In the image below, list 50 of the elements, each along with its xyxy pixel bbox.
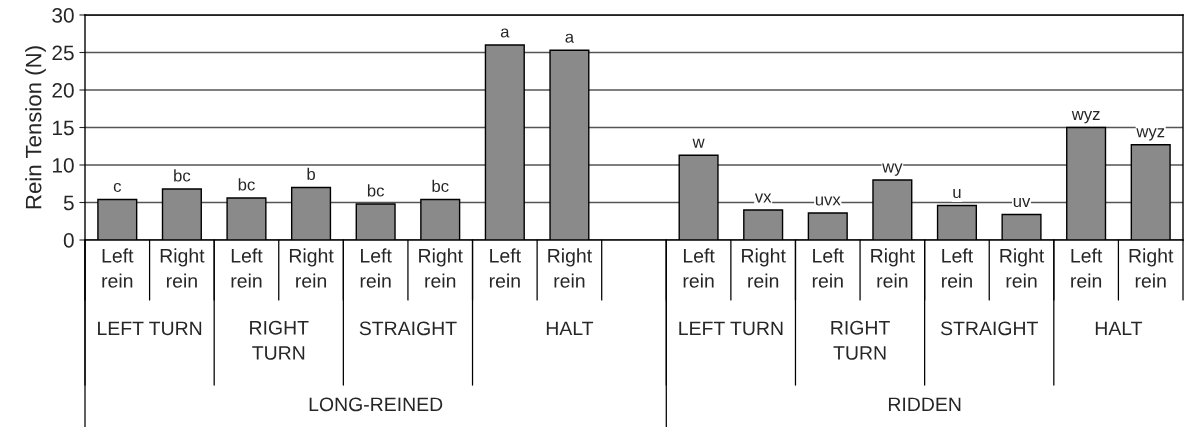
- data-label: bc: [432, 179, 449, 193]
- data-label: a: [500, 28, 510, 38]
- y-axis-title: Rein Tension (N): [25, 46, 46, 209]
- data-label: bc: [238, 178, 255, 191]
- data-label: uv: [1013, 198, 1031, 208]
- data-label: wy: [882, 163, 903, 176]
- x-tick-label: Left rein: [360, 248, 392, 288]
- x-tick-label: Left rein: [489, 248, 521, 288]
- y-tick-label: 20: [52, 83, 74, 98]
- text: RIGHT TURN: [250, 320, 309, 360]
- y-tick-label: 10: [53, 158, 74, 173]
- data-label: w: [692, 138, 705, 148]
- x-tick-label: Right rein: [1129, 248, 1174, 288]
- text: RIDDEN: [888, 397, 961, 412]
- y-tick-label: 15: [53, 120, 74, 136]
- data-label: c: [113, 182, 122, 193]
- x-tick-label: Right rein: [548, 248, 592, 288]
- data-label: wyz: [1071, 111, 1100, 124]
- data-label: bc: [174, 169, 191, 182]
- x-tick-label: Right rein: [419, 248, 463, 288]
- x-tick-label: Right rein: [871, 248, 915, 288]
- x-tick-label: Right rein: [289, 248, 334, 288]
- x-tick-label: Right rein: [742, 248, 786, 288]
- data-label: wyz: [1136, 128, 1165, 141]
- x-tick-label: Right rein: [160, 248, 205, 288]
- x-tick-label: Left rein: [812, 248, 844, 288]
- text: STRAIGHT: [940, 321, 1038, 336]
- data-label: u: [953, 189, 961, 199]
- text: LEFT TURN: [98, 321, 202, 336]
- x-tick-label: Left rein: [942, 248, 974, 288]
- text: HALT: [1095, 321, 1143, 336]
- x-tick-label: Left rein: [102, 248, 134, 288]
- y-tick-label: 0: [63, 233, 74, 248]
- text: LEFT TURN: [679, 321, 783, 336]
- text: LONG-REINED: [309, 397, 443, 412]
- text: STRAIGHT: [359, 321, 457, 336]
- x-tick-label: Right rein: [1000, 248, 1045, 288]
- data-label: vx: [754, 193, 772, 203]
- x-tick-label: Left rein: [683, 248, 715, 288]
- x-tick-label: Left rein: [1071, 248, 1103, 288]
- text: HALT: [546, 321, 594, 336]
- data-label: uvx: [815, 196, 841, 206]
- y-tick-label: 5: [63, 195, 74, 211]
- y-tick-label: 25: [52, 45, 74, 61]
- text: RIGHT TURN: [831, 320, 890, 360]
- data-label: a: [565, 33, 575, 43]
- y-tick-label: 30: [52, 8, 74, 23]
- data-label: bc: [367, 184, 385, 197]
- data-label: b: [307, 167, 315, 181]
- x-tick-label: Left rein: [231, 248, 263, 288]
